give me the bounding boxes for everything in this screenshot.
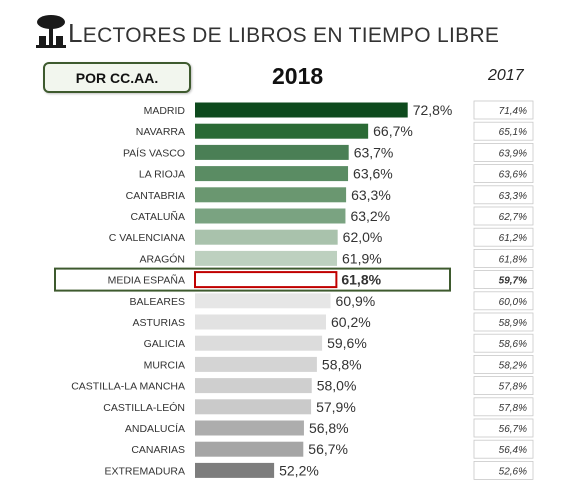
category-label: GALICIA: [144, 338, 185, 350]
value-label-2017: 63,6%: [499, 170, 527, 181]
category-label: CANARIAS: [131, 444, 185, 456]
chart-title-text: LECTORES DE LIBROS EN TIEMPO LIBRE: [68, 18, 500, 48]
previous-year-heading: 2017: [488, 67, 524, 84]
value-label-2017: 61,8%: [499, 254, 527, 265]
value-label-2018: 62,0%: [343, 229, 383, 245]
chart-title: LECTORES DE LIBROS EN TIEMPO LIBRE: [68, 18, 499, 49]
bar-2018: [195, 250, 338, 266]
value-label-2017: 59,7%: [499, 276, 527, 287]
value-label-2017: 60,0%: [499, 297, 527, 308]
value-box-2017: [473, 248, 534, 268]
bar-2018: [195, 420, 304, 436]
bar-2018: [195, 335, 323, 351]
category-label: C VALENCIANA: [109, 232, 185, 244]
value-label-2018: 52,2%: [279, 462, 319, 478]
bar-2018: [195, 314, 326, 330]
value-label-2018: 63,2%: [350, 208, 390, 224]
value-label-2017: 57,8%: [499, 382, 527, 393]
value-box-2017: [473, 460, 534, 480]
value-label-2017: 58,9%: [499, 318, 527, 329]
value-label-2017: 58,2%: [499, 360, 527, 371]
value-label-2018: 60,2%: [331, 314, 371, 330]
value-box-2017: [473, 206, 534, 226]
value-label-2017: 63,3%: [499, 191, 527, 202]
value-label-2017: 61,2%: [499, 233, 527, 244]
value-label-2017: 52,6%: [499, 466, 527, 477]
category-label: CASTILLA-LEÓN: [103, 401, 185, 414]
value-box-2017: [473, 270, 534, 290]
value-label-2018: 57,9%: [316, 399, 356, 415]
value-label-2017: 71,4%: [499, 106, 527, 117]
category-label: LA RIOJA: [139, 169, 185, 181]
category-label: CATALUÑA: [131, 210, 185, 223]
value-box-2017: [473, 376, 534, 396]
bar-2018: [195, 462, 275, 478]
value-label-2018: 58,8%: [322, 356, 362, 372]
bar-2018: [195, 356, 317, 372]
reader-tree-logo-icon: [36, 15, 66, 48]
value-label-2017: 56,4%: [499, 445, 527, 456]
bar-2018: [195, 187, 347, 203]
category-label: MURCIA: [144, 359, 185, 371]
bar-2018: [195, 293, 331, 309]
bar-2018: [195, 102, 408, 118]
category-label: CASTILLA-LA MANCHA: [71, 381, 185, 393]
value-box-2017: [473, 142, 534, 162]
value-label-2018: 63,3%: [351, 187, 391, 203]
category-label: ARAGÓN: [139, 252, 185, 265]
value-box-2017: [473, 121, 534, 141]
value-label-2017: 65,1%: [499, 127, 527, 138]
value-label-2018: 60,9%: [336, 293, 376, 309]
category-label: BALEARES: [130, 296, 185, 308]
bar-2018: [195, 399, 312, 415]
current-year-heading: 2018: [272, 63, 324, 89]
value-label-2018: 72,8%: [413, 102, 453, 118]
bar-2018: [195, 166, 349, 182]
value-box-2017: [473, 185, 534, 205]
value-label-2018: 58,0%: [317, 378, 357, 394]
bar-2018: [195, 378, 312, 394]
value-box-2017: [473, 354, 534, 374]
value-box-2017: [473, 312, 534, 332]
value-label-2017: 63,9%: [499, 148, 527, 159]
value-box-2017: [473, 227, 534, 247]
bar-2018: [195, 208, 346, 224]
value-box-2017: [473, 291, 534, 311]
value-box-2017: [473, 100, 534, 120]
region-filter-button[interactable]: POR CC.AA.: [43, 62, 191, 93]
category-label: CANTABRIA: [126, 190, 185, 202]
bar-2018: [195, 123, 369, 139]
value-label-2017: 62,7%: [499, 212, 527, 223]
value-label-2018: 59,6%: [327, 335, 367, 351]
bar-2018: [195, 441, 304, 457]
value-label-2018: 61,8%: [341, 272, 381, 288]
value-label-2017: 58,6%: [499, 339, 527, 350]
category-label: ANDALUCÍA: [125, 422, 185, 435]
value-label-2018: 56,8%: [309, 420, 349, 436]
value-label-2018: 61,9%: [342, 250, 382, 266]
value-label-2017: 56,7%: [499, 424, 527, 435]
value-label-2018: 56,7%: [308, 441, 348, 457]
bar-2018: [195, 229, 338, 245]
bar-2018: [194, 271, 338, 289]
category-label: PAÍS VASCO: [123, 146, 185, 159]
category-label: ASTURIAS: [132, 317, 185, 329]
value-box-2017: [473, 418, 534, 438]
value-label-2017: 57,8%: [499, 403, 527, 414]
value-box-2017: [473, 439, 534, 459]
value-box-2017: [473, 164, 534, 184]
value-label-2018: 63,6%: [353, 166, 393, 182]
category-label: MADRID: [144, 105, 186, 117]
value-label-2018: 66,7%: [373, 123, 413, 139]
value-label-2018: 63,7%: [354, 144, 394, 160]
highlight-row-frame: [54, 267, 451, 292]
category-label: MEDIA ESPAÑA: [108, 274, 185, 287]
value-box-2017: [473, 333, 534, 353]
value-box-2017: [473, 397, 534, 417]
bar-2018: [195, 144, 349, 160]
category-label: NAVARRA: [136, 126, 185, 138]
category-label: EXTREMADURA: [104, 465, 185, 477]
